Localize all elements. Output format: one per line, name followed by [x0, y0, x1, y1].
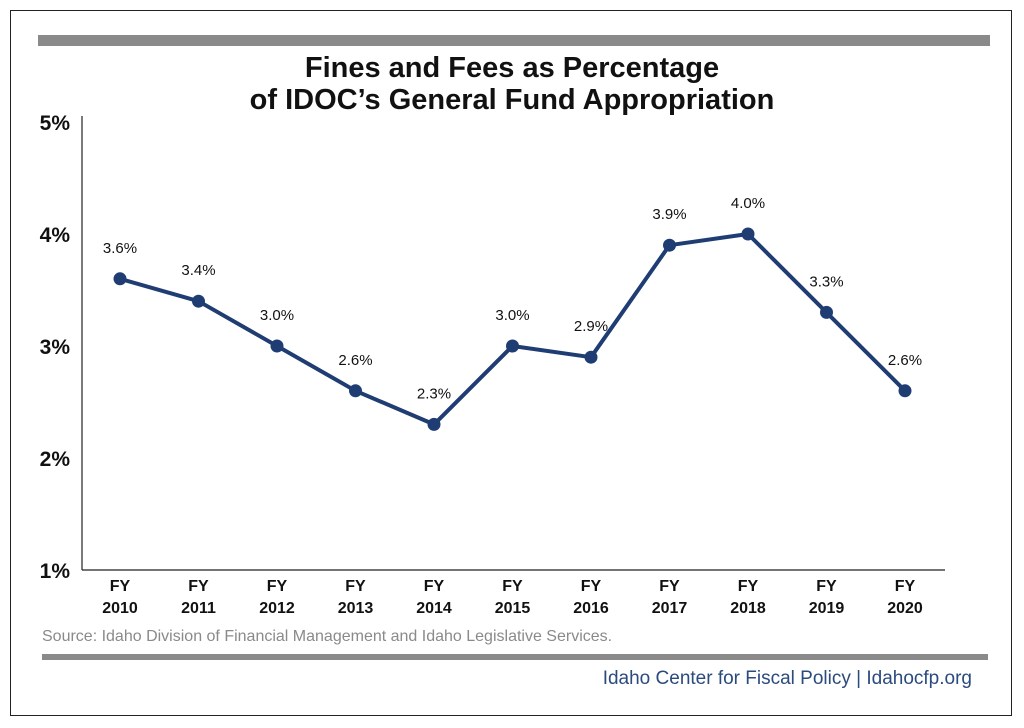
data-point — [113, 272, 127, 286]
series-line — [119, 232, 907, 427]
chart-frame — [10, 10, 1012, 716]
data-label: 4.0% — [731, 195, 765, 212]
x-tick-label: 2016 — [573, 600, 609, 617]
credit-line: Idaho Center for Fiscal Policy | Idahocf… — [602, 668, 972, 689]
x-tick-label: FY — [659, 578, 680, 595]
data-label: 3.9% — [652, 206, 686, 223]
chart-title-line-2: of IDOC’s General Fund Appropriation — [249, 84, 775, 116]
chart-title-line-1: Fines and Fees as Percentage — [304, 52, 720, 84]
x-tick-label: 2011 — [181, 600, 216, 617]
x-tick-label: FY — [424, 578, 445, 595]
y-tick-label: 4% — [40, 224, 71, 247]
bottom-rule — [42, 654, 988, 660]
source-note: Source: Idaho Division of Financial Mana… — [42, 628, 613, 645]
x-tick-label: FY — [895, 578, 916, 595]
data-label: 3.6% — [103, 240, 137, 257]
x-tick-label: FY — [188, 578, 209, 595]
y-tick-label: 2% — [40, 448, 71, 471]
y-tick-label: 1% — [40, 560, 71, 583]
data-label: 2.3% — [417, 385, 451, 402]
x-tick-label: 2010 — [102, 600, 138, 617]
data-label: 3.4% — [181, 262, 215, 279]
data-label: 2.6% — [338, 352, 372, 369]
x-tick-label: FY — [816, 578, 837, 595]
data-point — [584, 350, 598, 364]
data-point — [506, 339, 519, 353]
x-tick-label: FY — [738, 578, 759, 595]
x-tick-label: FY — [345, 578, 366, 595]
data-label: 2.9% — [574, 318, 608, 335]
data-label: 3.0% — [260, 307, 294, 324]
data-label: 3.0% — [495, 307, 529, 324]
data-point — [427, 417, 441, 431]
data-point — [349, 384, 362, 398]
x-tick-label: 2019 — [809, 600, 845, 617]
data-point — [741, 227, 755, 241]
x-tick-label: 2015 — [495, 600, 531, 617]
chart-title: Fines and Fees as Percentage of IDOC’s G… — [0, 52, 1024, 116]
x-tick-label: 2012 — [259, 600, 295, 617]
x-tick-label: FY — [502, 578, 523, 595]
data-point — [192, 294, 205, 308]
data-point — [663, 238, 676, 252]
data-point — [270, 339, 284, 353]
data-point — [820, 305, 833, 319]
x-tick-label: 2018 — [730, 600, 766, 617]
x-tick-label: 2013 — [338, 600, 374, 617]
y-tick-label: 5% — [40, 112, 71, 135]
data-label: 2.6% — [888, 352, 922, 369]
y-tick-label: 3% — [40, 336, 71, 359]
x-tick-label: FY — [110, 578, 131, 595]
data-point — [898, 384, 912, 398]
x-tick-label: 2014 — [416, 600, 452, 617]
x-tick-label: FY — [581, 578, 602, 595]
x-tick-label: 2020 — [887, 600, 923, 617]
data-label: 3.3% — [809, 273, 843, 290]
x-tick-label: FY — [267, 578, 288, 595]
x-tick-label: 2017 — [652, 600, 688, 617]
top-rule — [38, 35, 990, 46]
